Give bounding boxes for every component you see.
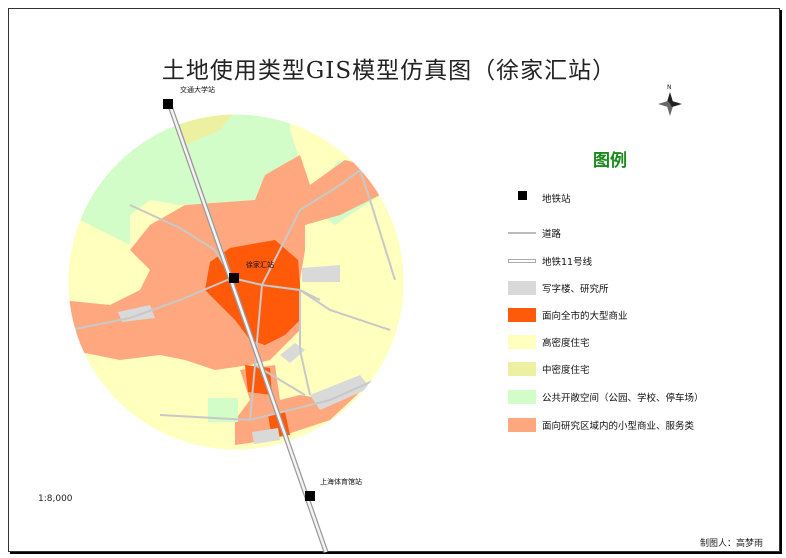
legend-label: 道路 bbox=[542, 229, 562, 240]
legend-item-medium-density: 中密度住宅 bbox=[508, 360, 590, 378]
road-swatch bbox=[508, 232, 536, 234]
metro-station-jiaotong-university bbox=[163, 99, 173, 109]
metro-line-11 bbox=[165, 99, 329, 553]
legend-label: 地铁站 bbox=[542, 194, 571, 205]
zone-office-5 bbox=[252, 428, 280, 444]
medium-density-swatch bbox=[508, 362, 536, 376]
legend-item-small-commercial: 面向研究区域内的小型商业、服务类 bbox=[508, 416, 694, 434]
legend-label: 写字楼、研究所 bbox=[542, 284, 609, 295]
small-commercial-swatch bbox=[508, 418, 536, 432]
legend-item-large-commercial: 面向全市的大型商业 bbox=[508, 306, 628, 324]
legend-item-metro-line: 地铁11号线 bbox=[508, 252, 592, 270]
map-credit: 制图人：高梦雨 bbox=[700, 539, 764, 549]
station-label-xujiahui: 徐家汇站 bbox=[246, 260, 274, 269]
legend-label: 中密度住宅 bbox=[542, 365, 590, 376]
legend-item-road: 道路 bbox=[508, 224, 561, 242]
station-label-stadium: 上海体育馆站 bbox=[320, 477, 362, 486]
zone-office-2 bbox=[280, 343, 305, 363]
legend-label: 高密度住宅 bbox=[542, 338, 590, 349]
map-scale: 1:8,000 bbox=[38, 494, 73, 504]
svg-text:N: N bbox=[667, 84, 672, 91]
large-commercial-swatch bbox=[508, 308, 536, 322]
metro-line-swatch bbox=[508, 259, 536, 263]
legend-label: 面向全市的大型商业 bbox=[542, 311, 628, 322]
legend-item-office: 写字楼、研究所 bbox=[508, 279, 609, 297]
metro-station-xujiahui bbox=[229, 273, 239, 283]
legend-item-open-space: 公共开敞空间（公园、学校、停车场） bbox=[508, 388, 704, 406]
north-arrow-icon: N bbox=[658, 84, 682, 116]
metro-station-swatch-icon bbox=[508, 191, 536, 205]
legend-title: 图例 bbox=[593, 151, 627, 171]
zone-office-1 bbox=[302, 265, 340, 282]
station-label-jiaotong: 交通大学站 bbox=[180, 85, 215, 94]
study-area-boundary bbox=[67, 113, 405, 451]
study-area-circle bbox=[68, 114, 404, 450]
high-density-swatch bbox=[508, 335, 536, 349]
legend-label: 公共开敞空间（公园、学校、停车场） bbox=[542, 393, 704, 404]
legend-item-high-density: 高密度住宅 bbox=[508, 333, 590, 351]
office-swatch bbox=[508, 281, 536, 295]
open-space-swatch bbox=[508, 390, 536, 404]
legend-item-metro-station: 地铁站 bbox=[508, 189, 571, 207]
metro-station-shanghai-stadium bbox=[305, 491, 315, 501]
legend-label: 地铁11号线 bbox=[542, 257, 593, 268]
legend-label: 面向研究区域内的小型商业、服务类 bbox=[542, 421, 695, 432]
map-title: 土地使用类型GIS模型仿真图（徐家汇站） bbox=[161, 58, 617, 84]
